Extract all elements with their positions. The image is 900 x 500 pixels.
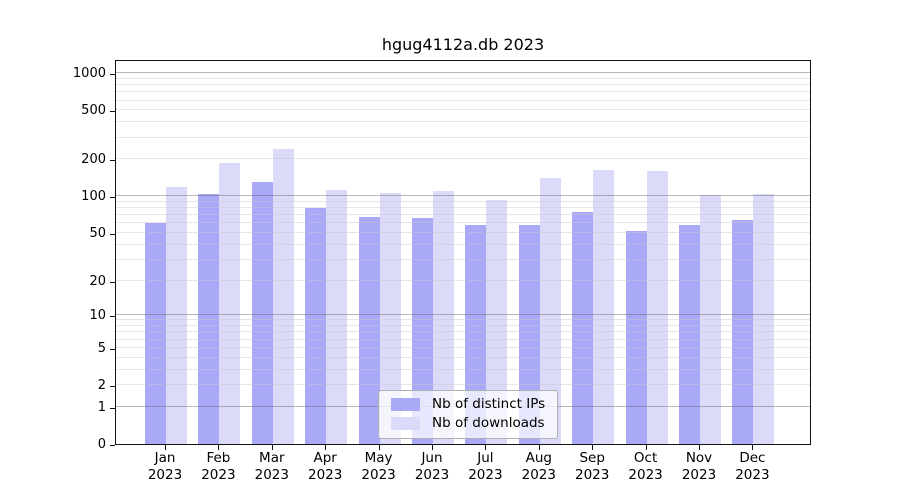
- x-tick-label-jul: Jul 2023: [468, 450, 503, 483]
- legend: Nb of distinct IPs Nb of downloads: [378, 390, 559, 439]
- x-tick-label-mar: Mar 2023: [254, 450, 289, 483]
- bar-downloads-jun: [433, 191, 454, 444]
- x-tick-label-aug: Aug 2023: [521, 450, 556, 483]
- y-tick-label: 1000: [72, 66, 106, 82]
- x-tick: [645, 445, 647, 450]
- bar-downloads-mar: [272, 149, 294, 444]
- y-tick-label: 200: [81, 152, 106, 168]
- x-tick: [218, 445, 220, 450]
- legend-item-downloads: Nb of downloads: [391, 414, 545, 433]
- bar-distinct-ips-mar: [251, 182, 273, 444]
- x-tick: [752, 445, 754, 450]
- bar-downloads-feb: [219, 163, 241, 444]
- bar-distinct-ips-feb: [198, 193, 220, 444]
- x-tick: [165, 445, 166, 450]
- y-tick-label: 10: [89, 308, 106, 324]
- x-tick: [378, 445, 380, 450]
- bar-downloads-dec: [753, 194, 775, 444]
- x-tick: [432, 445, 433, 450]
- x-tick: [325, 445, 327, 450]
- bars-layer: [116, 61, 810, 444]
- x-tick: [485, 445, 487, 450]
- bar-distinct-ips-sep: [572, 211, 594, 444]
- y-tick-label: 1: [97, 399, 106, 415]
- bar-distinct-ips-apr: [305, 208, 327, 444]
- bar-distinct-ips-nov: [679, 225, 700, 444]
- x-tick: [699, 445, 700, 450]
- y-tick: [110, 407, 115, 409]
- x-tick-label-feb: Feb 2023: [201, 450, 236, 483]
- x-tick-label-apr: Apr 2023: [308, 450, 343, 483]
- x-tick-label-jun: Jun 2023: [414, 450, 450, 483]
- x-tick: [538, 445, 540, 450]
- y-tick: [110, 160, 115, 162]
- y-tick-label: 100: [81, 189, 106, 205]
- bar-distinct-ips-jul: [465, 225, 487, 444]
- plot-area: Nb of distinct IPs Nb of downloads: [115, 60, 811, 445]
- y-tick-label: 500: [81, 103, 106, 119]
- y-tick: [110, 316, 115, 318]
- y-tick-label: 2: [97, 378, 106, 393]
- bar-distinct-ips-may: [358, 216, 380, 444]
- legend-label: Nb of distinct IPs: [432, 396, 546, 412]
- legend-swatch-ips: [391, 398, 420, 411]
- y-tick-label: 0: [97, 437, 106, 452]
- bar-distinct-ips-aug: [518, 225, 540, 444]
- x-tick-label-oct: Oct 2023: [628, 450, 663, 483]
- bar-downloads-nov: [700, 195, 721, 444]
- x-tick: [592, 445, 594, 450]
- bar-distinct-ips-jun: [412, 218, 433, 444]
- y-tick: [110, 111, 115, 113]
- legend-swatch-downloads: [391, 417, 420, 430]
- x-tick-label-dec: Dec 2023: [735, 450, 770, 483]
- bar-downloads-jan: [166, 186, 187, 444]
- x-tick-label-jan: Jan 2023: [147, 450, 183, 483]
- bar-downloads-oct: [646, 171, 668, 444]
- bar-downloads-jul: [486, 200, 508, 444]
- y-tick: [110, 233, 115, 235]
- y-tick: [110, 386, 115, 387]
- bar-downloads-apr: [326, 190, 348, 444]
- y-tick-label: 50: [89, 225, 106, 241]
- x-tick-label-nov: Nov 2023: [681, 450, 717, 483]
- y-tick: [110, 348, 115, 350]
- bar-distinct-ips-jan: [145, 223, 166, 444]
- x-tick: [271, 445, 273, 450]
- bar-distinct-ips-dec: [732, 219, 754, 444]
- legend-label: Nb of downloads: [432, 415, 545, 431]
- x-tick-label-sep: Sep 2023: [575, 450, 610, 483]
- bar-distinct-ips-oct: [625, 230, 647, 444]
- chart-title: hgug4112a.db 2023: [381, 35, 545, 54]
- y-tick: [110, 74, 115, 76]
- legend-item-distinct-ips: Nb of distinct IPs: [391, 395, 545, 414]
- y-tick-label: 5: [97, 340, 106, 356]
- bar-downloads-aug: [539, 178, 561, 444]
- y-tick: [110, 445, 115, 446]
- y-tick-label: 20: [89, 273, 106, 289]
- x-tick-label-may: May 2023: [361, 450, 396, 483]
- y-tick: [110, 197, 115, 199]
- bar-downloads-sep: [593, 169, 615, 444]
- bar-downloads-may: [379, 192, 401, 444]
- y-tick: [110, 281, 115, 283]
